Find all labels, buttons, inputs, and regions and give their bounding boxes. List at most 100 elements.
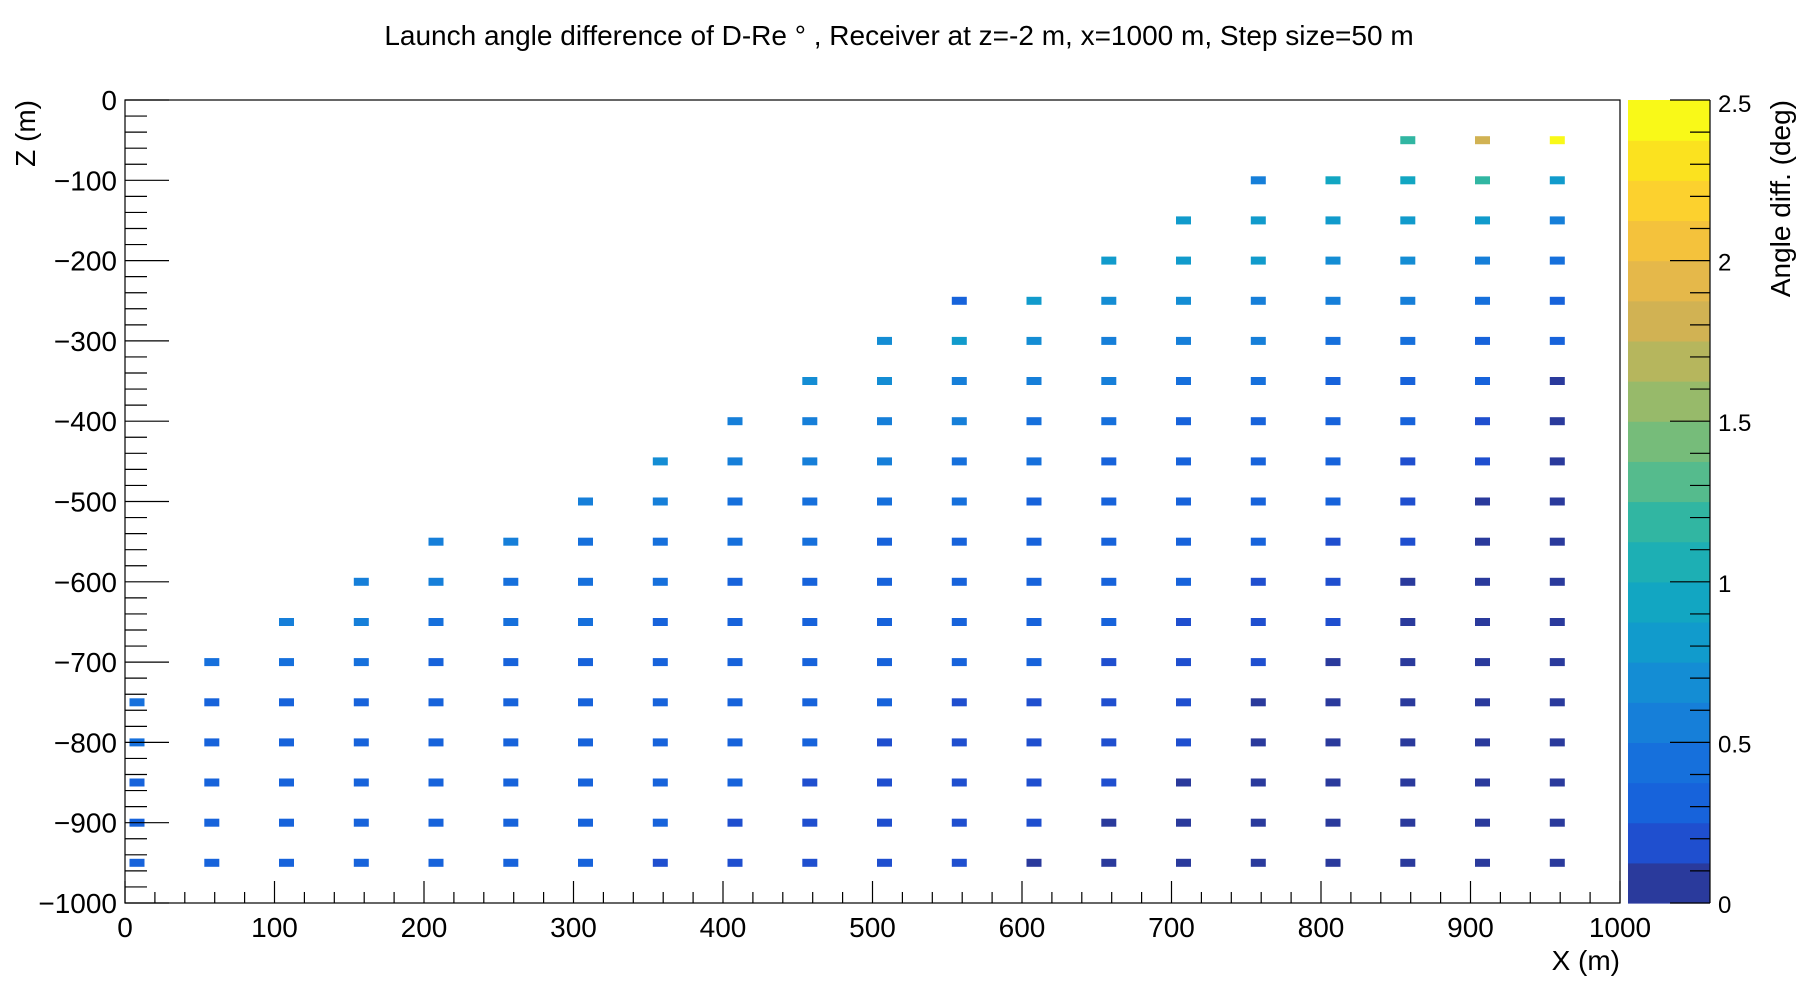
heatmap-cell bbox=[1176, 457, 1191, 466]
heatmap-cell bbox=[1400, 698, 1416, 707]
y-tick-label: −200 bbox=[54, 246, 117, 277]
palette-tick-label: 1.5 bbox=[1718, 410, 1751, 437]
heatmap-cell bbox=[1101, 377, 1117, 385]
y-tick-label: −500 bbox=[54, 487, 117, 518]
heatmap-cell bbox=[802, 658, 818, 667]
heatmap-cell bbox=[877, 858, 892, 867]
heatmap-cell bbox=[802, 618, 818, 626]
heatmap-cell bbox=[428, 537, 444, 546]
heatmap-cell bbox=[1400, 738, 1416, 747]
heatmap-cell bbox=[428, 618, 444, 626]
heatmap-cell bbox=[1549, 618, 1565, 626]
heatmap-cell bbox=[1475, 216, 1490, 225]
heatmap-cell bbox=[1250, 858, 1266, 867]
heatmap-cell bbox=[1549, 136, 1565, 145]
heatmap-cell bbox=[1026, 497, 1042, 506]
heatmap-cell bbox=[1475, 336, 1490, 345]
y-tick-label: −100 bbox=[54, 165, 117, 196]
heatmap-cell bbox=[1250, 457, 1266, 466]
heatmap-cell bbox=[877, 417, 892, 426]
heatmap-cell bbox=[1026, 818, 1042, 827]
heatmap-cell bbox=[129, 698, 145, 707]
x-tick-label: 900 bbox=[1447, 912, 1494, 943]
heatmap-cell bbox=[1325, 336, 1341, 345]
heatmap-cell bbox=[1549, 256, 1565, 265]
x-tick-label: 100 bbox=[251, 912, 298, 943]
heatmap-cell bbox=[1026, 296, 1042, 305]
heatmap-cell bbox=[727, 818, 743, 827]
heatmap-cell bbox=[951, 738, 967, 747]
heatmap-cell bbox=[1176, 296, 1191, 305]
y-tick-label: −600 bbox=[54, 567, 117, 598]
palette-swatch bbox=[1628, 501, 1710, 543]
heatmap-cell bbox=[1325, 658, 1341, 667]
palette-swatch bbox=[1628, 662, 1710, 703]
heatmap-cell bbox=[727, 778, 743, 787]
heatmap-cell bbox=[1475, 296, 1490, 305]
heatmap-cell bbox=[578, 618, 593, 626]
heatmap-cell bbox=[951, 457, 967, 466]
heatmap-cell bbox=[1549, 377, 1565, 385]
heatmap-cell bbox=[1325, 256, 1341, 265]
heatmap-cell bbox=[279, 658, 294, 667]
heatmap-cell bbox=[1325, 497, 1341, 506]
heatmap-cell bbox=[951, 658, 967, 667]
heatmap-cell bbox=[428, 778, 444, 787]
heatmap-cell bbox=[951, 417, 967, 426]
x-tick-label: 200 bbox=[401, 912, 448, 943]
heatmap-cell bbox=[503, 738, 519, 747]
heatmap-cell bbox=[727, 457, 743, 466]
heatmap-cell bbox=[279, 738, 294, 747]
heatmap-cell bbox=[727, 858, 743, 867]
heatmap-cell bbox=[652, 818, 668, 827]
heatmap-cell bbox=[1250, 698, 1266, 707]
heatmap-cell bbox=[1026, 858, 1042, 867]
x-tick-label: 400 bbox=[700, 912, 747, 943]
heatmap-cell bbox=[652, 738, 668, 747]
heatmap-cell bbox=[1101, 698, 1117, 707]
heatmap-cell bbox=[1475, 778, 1490, 787]
heatmap-cell bbox=[503, 778, 519, 787]
heatmap-cell bbox=[428, 658, 444, 667]
heatmap-cell bbox=[1026, 698, 1042, 707]
heatmap-cell bbox=[802, 417, 818, 426]
heatmap-cell bbox=[428, 818, 444, 827]
y-tick-label: −800 bbox=[54, 727, 117, 758]
heatmap-cell bbox=[1026, 457, 1042, 466]
heatmap-cell bbox=[727, 417, 743, 426]
heatmap-cell bbox=[353, 618, 369, 626]
heatmap-cell bbox=[652, 537, 668, 546]
heatmap-cell bbox=[1176, 256, 1191, 265]
heatmap-cell bbox=[1549, 417, 1565, 426]
heatmap-cell bbox=[652, 858, 668, 867]
heatmap-cell bbox=[503, 858, 519, 867]
heatmap-cell bbox=[1400, 457, 1416, 466]
palette-swatch bbox=[1628, 100, 1710, 141]
heatmap-cell bbox=[877, 658, 892, 667]
y-tick-label: −900 bbox=[54, 808, 117, 839]
heatmap-cell bbox=[1250, 256, 1266, 265]
heatmap-cell bbox=[951, 377, 967, 385]
heatmap-cell bbox=[1026, 618, 1042, 626]
heatmap-cell bbox=[802, 537, 818, 546]
heatmap-cell bbox=[428, 698, 444, 707]
heatmap-cell bbox=[1325, 618, 1341, 626]
heatmap-cell bbox=[1475, 136, 1490, 145]
palette-tick-label: 0 bbox=[1718, 892, 1731, 919]
heatmap-cell bbox=[1549, 738, 1565, 747]
heatmap-cell bbox=[1400, 537, 1416, 546]
palette-tick-label: 2.5 bbox=[1718, 91, 1751, 118]
heatmap-cell bbox=[1400, 858, 1416, 867]
heatmap-cell bbox=[1475, 457, 1490, 466]
heatmap-cell bbox=[1549, 176, 1565, 185]
heatmap-cell bbox=[1400, 577, 1416, 586]
heatmap-cell bbox=[204, 858, 220, 867]
heatmap-cell bbox=[1250, 537, 1266, 546]
heatmap-cell bbox=[802, 858, 818, 867]
heatmap-cell bbox=[1250, 818, 1266, 827]
plot-frame bbox=[124, 99, 1621, 904]
heatmap-cell bbox=[1475, 537, 1490, 546]
heatmap-cell bbox=[877, 577, 892, 586]
heatmap-cell bbox=[1475, 818, 1490, 827]
heatmap-cell bbox=[802, 377, 818, 385]
